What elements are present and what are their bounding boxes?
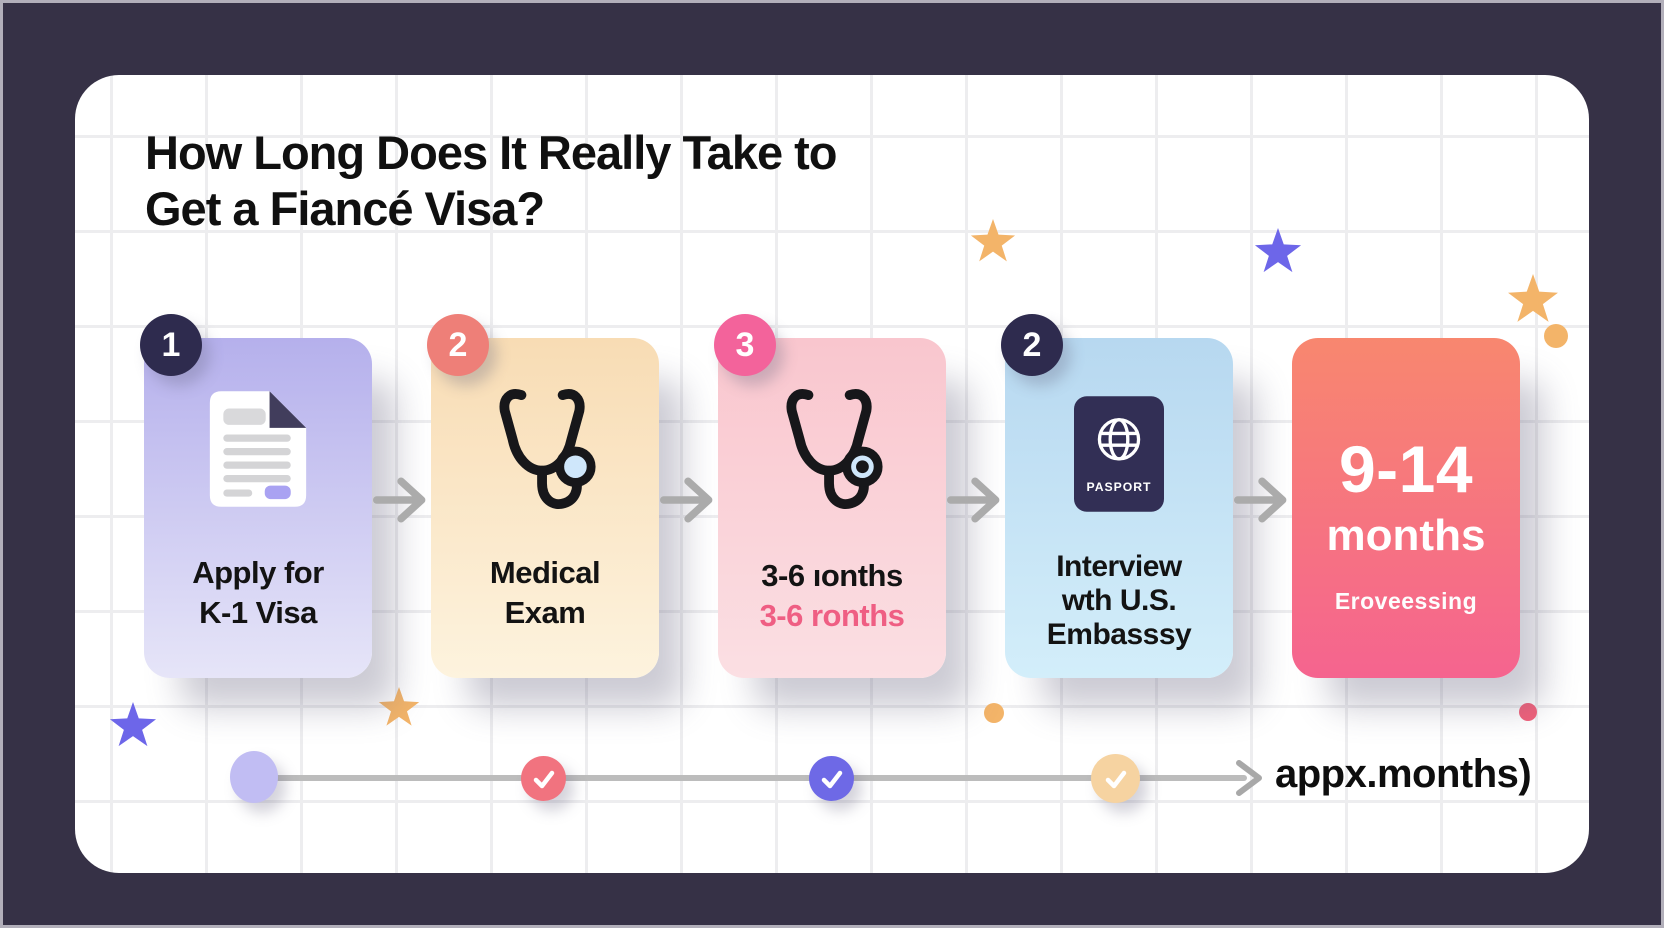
star-icon <box>378 687 420 726</box>
timeline-check-dot <box>1091 754 1140 803</box>
timeline-arrow-icon <box>1233 755 1267 806</box>
page-title: How Long Does It Really Take to Get a Fi… <box>145 125 838 238</box>
step-number-badge: 1 <box>140 314 202 376</box>
step-label: Medical Exam <box>489 555 601 630</box>
arrow-right-icon <box>947 473 1005 527</box>
title-line-2: Get a Fiancé Visa? <box>145 182 545 236</box>
timeline-end-label: appx.months) <box>1275 752 1532 796</box>
step-number-badge: 2 <box>1001 314 1063 376</box>
passport-label: PASPORT <box>1086 480 1151 494</box>
timeline-check-dot <box>521 756 566 801</box>
arrow-right-icon <box>373 473 431 527</box>
step-number-badge: 2 <box>427 314 489 376</box>
document-icon <box>144 388 372 510</box>
dot-decoration <box>984 703 1004 723</box>
step-number-badge: 3 <box>714 314 776 376</box>
step-card-total-time: 9-14 months Eroveessing <box>1292 338 1520 678</box>
step-label: Interview wth U.S. Embasssy <box>1046 550 1192 651</box>
star-icon <box>109 702 157 747</box>
star-icon <box>1254 228 1302 273</box>
processing-caption: Eroveessing <box>1334 588 1478 614</box>
step-label: Apply for K-1 Visa <box>192 555 324 630</box>
step-card-processing-time: 3 3-6 ıonths 3-6 ronths <box>714 314 946 678</box>
total-months-unit: months <box>1326 511 1486 560</box>
timeline-line <box>253 775 1247 781</box>
timeline-check-dot <box>809 756 854 801</box>
step-card-medical-exam: 2 Medical Exam <box>427 314 659 678</box>
star-icon <box>1508 274 1558 322</box>
infographic-panel: How Long Does It Really Take to Get a Fi… <box>75 75 1589 873</box>
total-months-value: 9-14 <box>1338 432 1474 506</box>
star-icon <box>970 219 1016 262</box>
passport-icon: PASPORT <box>1005 396 1233 512</box>
step-card-embassy-interview: 2 PASPORT Interview wth U.S. Embasssy <box>1001 314 1233 678</box>
step-label: 3-6 ıonths 3-6 ronths <box>759 558 905 633</box>
stethoscope-icon <box>718 388 946 518</box>
dot-decoration <box>1544 324 1568 348</box>
timeline-dot <box>230 751 278 803</box>
arrow-right-icon <box>1234 473 1292 527</box>
title-line-1: How Long Does It Really Take to <box>145 126 838 179</box>
arrow-right-icon <box>660 473 718 527</box>
dot-decoration <box>1519 703 1537 721</box>
stethoscope-icon <box>431 388 659 518</box>
step-card-apply-k1: 1 Apply for K-1 Visa <box>140 314 372 678</box>
